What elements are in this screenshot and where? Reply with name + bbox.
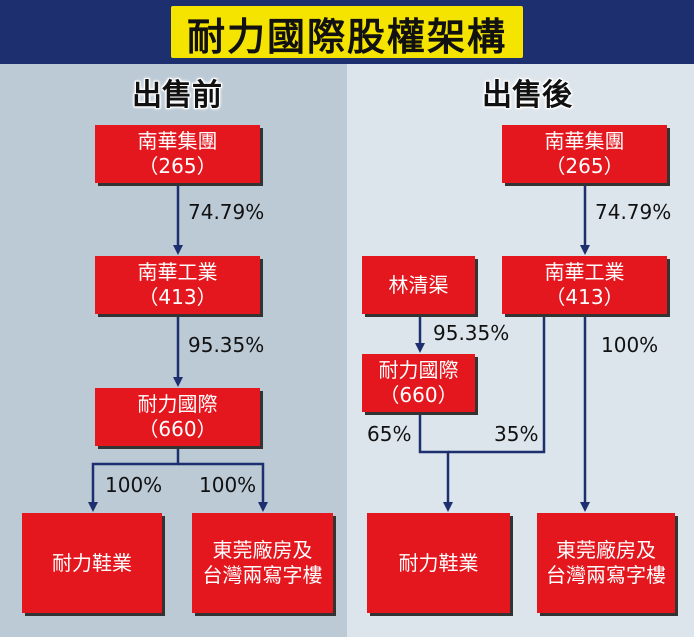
box-code: （660） [379, 383, 458, 407]
after-nanhua-group-box: 南華集團 （265） [502, 125, 667, 183]
after-pct-lin-intl: 95.35% [433, 321, 510, 345]
after-naili-intl-box: 耐力國際 （660） [362, 354, 475, 412]
box-code: （413） [138, 285, 217, 309]
box-name: 南華工業 [544, 260, 625, 284]
box-line2: 台灣兩寫字樓 [546, 563, 666, 587]
after-dongguan-box: 東莞廠房及 台灣兩寫字樓 [537, 513, 675, 613]
after-heading: 出售後 [482, 78, 572, 113]
before-naili-shoes-box: 耐力鞋業 [22, 513, 162, 613]
after-pct-industry-dongguan: 100% [601, 333, 659, 357]
box-name: 南華工業 [137, 260, 218, 284]
box-name: 南華集團 [137, 129, 218, 153]
after-naili-shoes-box: 耐力鞋業 [367, 513, 510, 613]
after-lin-qingqu-box: 林清渠 [362, 256, 475, 314]
before-pct-industry-intl: 95.35% [188, 333, 265, 357]
box-name: 耐力國際 [378, 358, 459, 382]
before-naili-intl-box: 耐力國際 （660） [95, 388, 260, 446]
box-code: （265） [545, 154, 624, 178]
title-bar: 耐力國際股權架構 [0, 0, 694, 64]
box-name: 南華集團 [544, 129, 625, 153]
after-pct-industry-shoes: 35% [494, 422, 539, 446]
box-line2: 台灣兩寫字樓 [202, 563, 323, 587]
before-pct-intl-dongguan: 100% [199, 473, 257, 497]
box-code: （265） [138, 154, 217, 178]
before-heading: 出售前 [132, 78, 222, 113]
box-code: （413） [545, 285, 624, 309]
before-pct-group-industry: 74.79% [188, 200, 265, 224]
box-name: 耐力鞋業 [398, 550, 479, 575]
box-name: 林清渠 [388, 272, 449, 297]
box-line1: 東莞廠房及 [212, 538, 313, 562]
after-pct-group-industry: 74.79% [595, 200, 672, 224]
box-name: 耐力國際 [137, 392, 218, 416]
after-pct-intl-shoes: 65% [367, 422, 412, 446]
box-name: 耐力鞋業 [52, 550, 132, 575]
before-dongguan-box: 東莞廠房及 台灣兩寫字樓 [192, 513, 333, 613]
before-pct-intl-shoes: 100% [105, 473, 163, 497]
before-nanhua-industry-box: 南華工業 （413） [95, 256, 260, 314]
after-nanhua-industry-box: 南華工業 （413） [502, 256, 667, 314]
box-code: （660） [138, 417, 217, 441]
box-line1: 東莞廠房及 [556, 538, 656, 562]
chart-title: 耐力國際股權架構 [186, 14, 507, 59]
title-box: 耐力國際股權架構 [170, 6, 523, 59]
before-nanhua-group-box: 南華集團 （265） [95, 125, 260, 183]
